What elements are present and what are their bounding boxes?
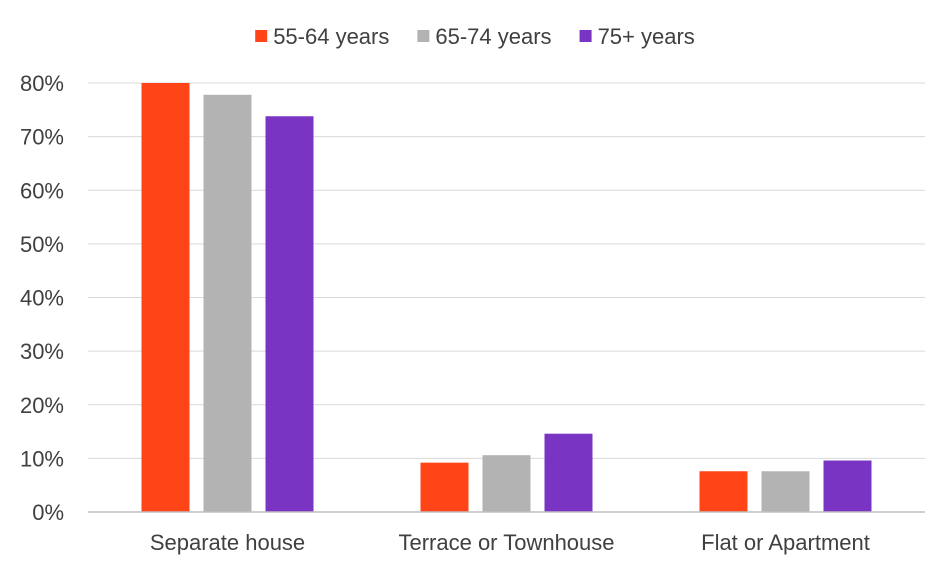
legend-item: 55-64 years <box>255 24 389 49</box>
y-tick-label: 70% <box>20 125 64 150</box>
bar-55-64-years-separate-house <box>141 83 190 512</box>
legend-swatch <box>417 30 430 42</box>
bar-55-64-years-terrace-or-townhouse <box>420 462 469 512</box>
y-tick-label: 40% <box>20 286 64 311</box>
y-tick-label: 60% <box>20 178 64 203</box>
legend-swatch <box>255 30 268 42</box>
y-tick-label: 20% <box>20 393 64 418</box>
y-tick-label: 0% <box>32 500 64 525</box>
y-axis: 0% 10% 20% 30% 40% 50% 60% 70% 80% <box>20 71 64 525</box>
x-category-label: Separate house <box>150 530 305 555</box>
bar-75-years-flat-or-apartment <box>823 460 872 512</box>
legend-item: 75+ years <box>579 24 695 49</box>
bars <box>141 83 872 513</box>
legend-item: 65-74 years <box>417 24 552 49</box>
legend-label: 55-64 years <box>273 24 389 49</box>
x-category-label: Flat or Apartment <box>701 530 870 555</box>
bar-65-74-years-terrace-or-townhouse <box>482 455 531 512</box>
y-tick-label: 10% <box>20 446 64 471</box>
x-axis: Separate house Terrace or Townhouse Flat o… <box>150 530 870 555</box>
bar-75-years-terrace-or-townhouse <box>544 433 593 512</box>
legend-swatch <box>579 30 592 42</box>
bar-65-74-years-flat-or-apartment <box>761 471 810 512</box>
legend-label: 65-74 years <box>435 24 551 49</box>
legend-label: 75+ years <box>598 24 695 49</box>
bar-65-74-years-separate-house <box>203 94 252 513</box>
bar-55-64-years-flat-or-apartment <box>699 471 748 512</box>
bar-75-years-separate-house <box>265 116 314 512</box>
y-tick-label: 30% <box>20 339 64 364</box>
chart-legend: 55-64 years 65-74 years 75+ years <box>255 24 695 49</box>
y-tick-label: 50% <box>20 232 64 257</box>
y-tick-label: 80% <box>20 71 64 96</box>
x-category-label: Terrace or Townhouse <box>398 530 614 555</box>
